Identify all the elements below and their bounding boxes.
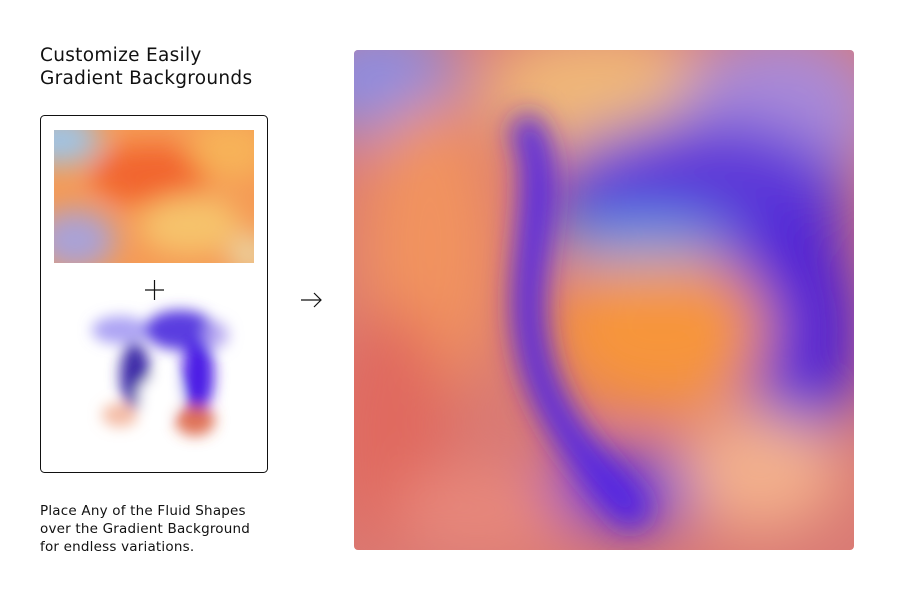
caption-line: Place Any of the Fluid Shapes xyxy=(40,503,246,519)
result-image xyxy=(354,50,854,550)
arrow-icon xyxy=(301,292,322,308)
caption-line: over the Gradient Background xyxy=(40,521,251,537)
plus-icon xyxy=(145,280,164,300)
title-line: Gradient Backgrounds xyxy=(40,68,253,89)
card xyxy=(40,115,268,473)
caption-line: for endless variations. xyxy=(40,539,195,555)
title-line: Customize Easily xyxy=(40,45,202,66)
gradient-background xyxy=(54,130,254,263)
caption: Place Any of the Fluid Shapes over the G… xyxy=(40,502,250,556)
title: Customize Easily Gradient Backgrounds xyxy=(40,44,252,90)
fluid-shape xyxy=(92,310,229,436)
